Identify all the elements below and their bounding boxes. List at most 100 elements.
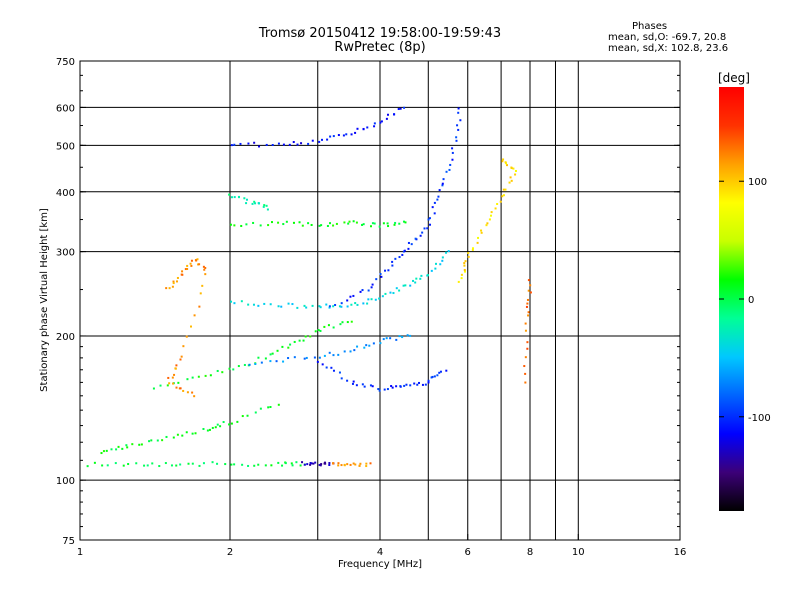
data-point [243,197,246,200]
data-point [508,181,511,184]
data-point [504,188,507,191]
data-point [135,462,138,465]
data-point [460,273,463,276]
x-tick-label: 10 [572,547,585,558]
data-point [423,227,426,230]
data-point [351,382,354,385]
data-point [501,160,504,163]
data-point [502,158,505,161]
data-point [282,223,285,226]
data-point [433,201,436,204]
data-point [352,462,355,465]
data-point [309,463,312,466]
data-point [164,462,167,465]
data-point [172,280,175,283]
data-point [257,463,260,466]
data-point [441,182,444,185]
data-point [457,280,460,283]
data-point [182,345,185,348]
data-point [224,463,227,466]
data-point [106,464,109,467]
data-point [122,464,125,467]
data-point [349,463,352,466]
data-point [233,463,236,466]
data-point [352,294,355,297]
x-axis: 1 2 4 6 8 10 16 [77,534,687,558]
data-point [320,138,323,141]
data-point [254,411,257,414]
data-point [117,445,120,448]
data-point [352,220,355,223]
data-point [356,345,359,348]
data-point [371,283,374,286]
data-point [298,221,301,224]
y-tick-label: 600 [56,103,75,114]
data-point [181,270,184,273]
data-point [321,363,324,366]
colorbar-tick-label: -100 [748,413,771,424]
data-point [340,377,343,380]
colorbar-tick-label: 100 [748,177,767,188]
data-point [204,273,207,276]
data-point [345,133,348,136]
data-point [526,302,529,305]
data-point [361,223,364,226]
data-point [202,462,205,465]
data-point [382,222,385,225]
data-point [269,353,272,356]
data-point [403,106,406,109]
data-point [343,350,346,353]
data-point [354,302,357,305]
data-point [285,220,288,223]
data-point [506,164,509,167]
data-point [407,241,410,244]
data-point [526,347,529,350]
data-point [431,206,434,209]
data-point [303,357,306,360]
data-point [433,212,436,215]
data-point [211,461,214,464]
data-point [399,385,402,388]
data-point [407,247,410,250]
data-point [233,196,236,199]
data-point [358,464,361,467]
data-point [494,207,497,210]
data-point [477,236,480,239]
data-point [158,465,161,468]
data-point [208,428,211,431]
data-point [328,306,331,309]
data-point [196,258,199,261]
data-point [437,195,440,198]
data-point [457,128,460,131]
data-point [337,353,340,356]
data-point [421,383,424,386]
data-point [311,304,314,307]
data-point [350,133,353,136]
data-point [230,300,233,303]
phases-heading: Phases [632,21,668,32]
data-point [342,134,345,137]
data-point [296,306,299,309]
data-point [459,119,462,122]
data-point [318,224,321,227]
data-point [146,464,149,467]
data-point [386,388,389,391]
data-point [176,433,179,436]
data-point [524,329,527,332]
data-point [171,376,174,379]
data-point [504,161,507,164]
data-point [354,463,357,466]
data-point [198,464,201,467]
data-point [270,464,273,467]
data-point [167,376,170,379]
x-tick-label: 16 [674,547,687,558]
data-point [524,381,527,384]
data-point [401,336,404,339]
data-point [427,274,430,277]
data-point [441,259,444,262]
data-point [254,363,257,366]
data-point [418,381,421,384]
data-point [404,284,407,287]
data-point [291,464,294,467]
data-point [245,223,248,226]
